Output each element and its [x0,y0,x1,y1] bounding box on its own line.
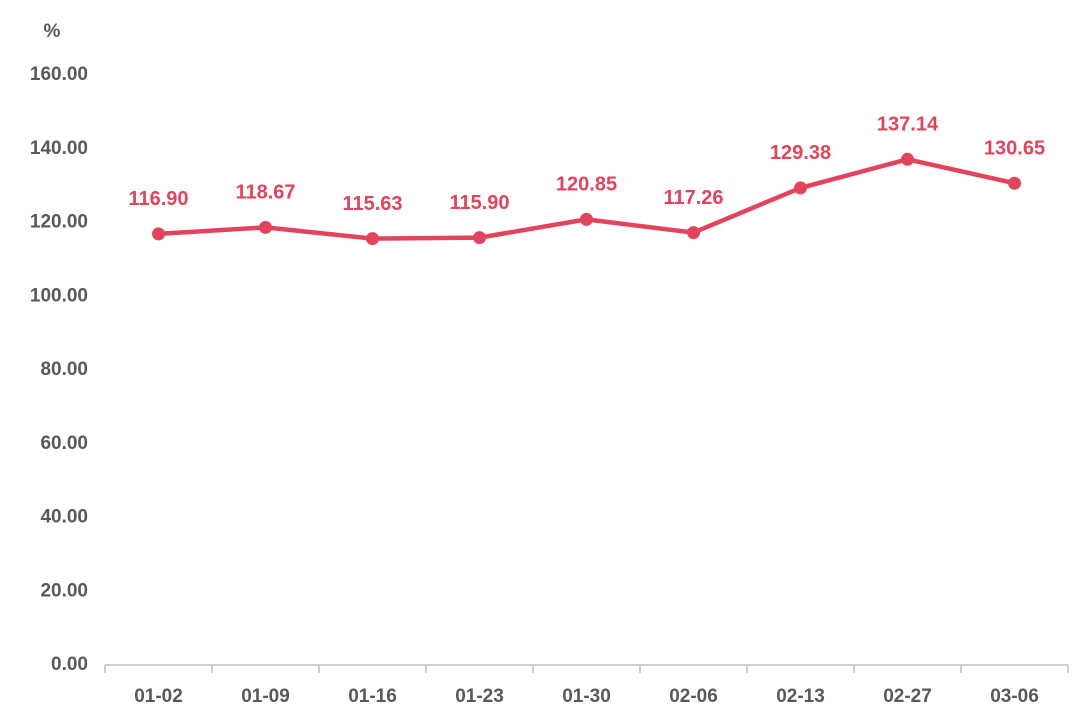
data-label: 137.14 [877,114,939,136]
x-tick-label: 01-23 [455,686,504,707]
data-label: 115.63 [342,193,402,215]
x-tick-label: 02-06 [669,686,718,707]
y-tick-label: 80.00 [40,359,88,380]
x-tick-label: 01-30 [562,686,611,707]
data-point [152,227,165,241]
y-unit-label: % [44,21,61,42]
data-label: 115.90 [449,192,509,214]
data-point [580,212,593,226]
data-point [1008,176,1021,190]
data-point [366,232,379,246]
x-tick-label: 02-27 [883,686,932,707]
y-tick-label: 160.00 [30,64,88,85]
data-point [794,181,807,195]
data-point [901,152,914,166]
data-point [687,226,700,240]
x-tick-label: 02-13 [776,686,825,707]
y-tick-label: 40.00 [40,507,88,528]
data-point [259,220,272,234]
y-tick-label: 20.00 [40,580,88,601]
x-tick-label: 01-02 [134,686,183,707]
y-tick-label: 140.00 [30,138,88,159]
y-tick-label: 100.00 [30,285,88,306]
data-label: 118.67 [235,182,295,204]
data-label: 120.85 [556,174,617,196]
data-label: 116.90 [128,188,188,210]
data-label: 117.26 [663,187,723,209]
x-tick-label: 03-06 [990,686,1039,707]
y-tick-label: 0.00 [51,654,88,675]
data-label: 129.38 [770,142,831,164]
y-tick-label: 120.00 [30,212,88,233]
data-point [473,231,486,245]
x-tick-label: 01-09 [241,686,290,707]
y-tick-label: 60.00 [40,433,88,454]
x-tick-label: 01-16 [348,686,397,707]
data-label: 130.65 [984,138,1045,160]
